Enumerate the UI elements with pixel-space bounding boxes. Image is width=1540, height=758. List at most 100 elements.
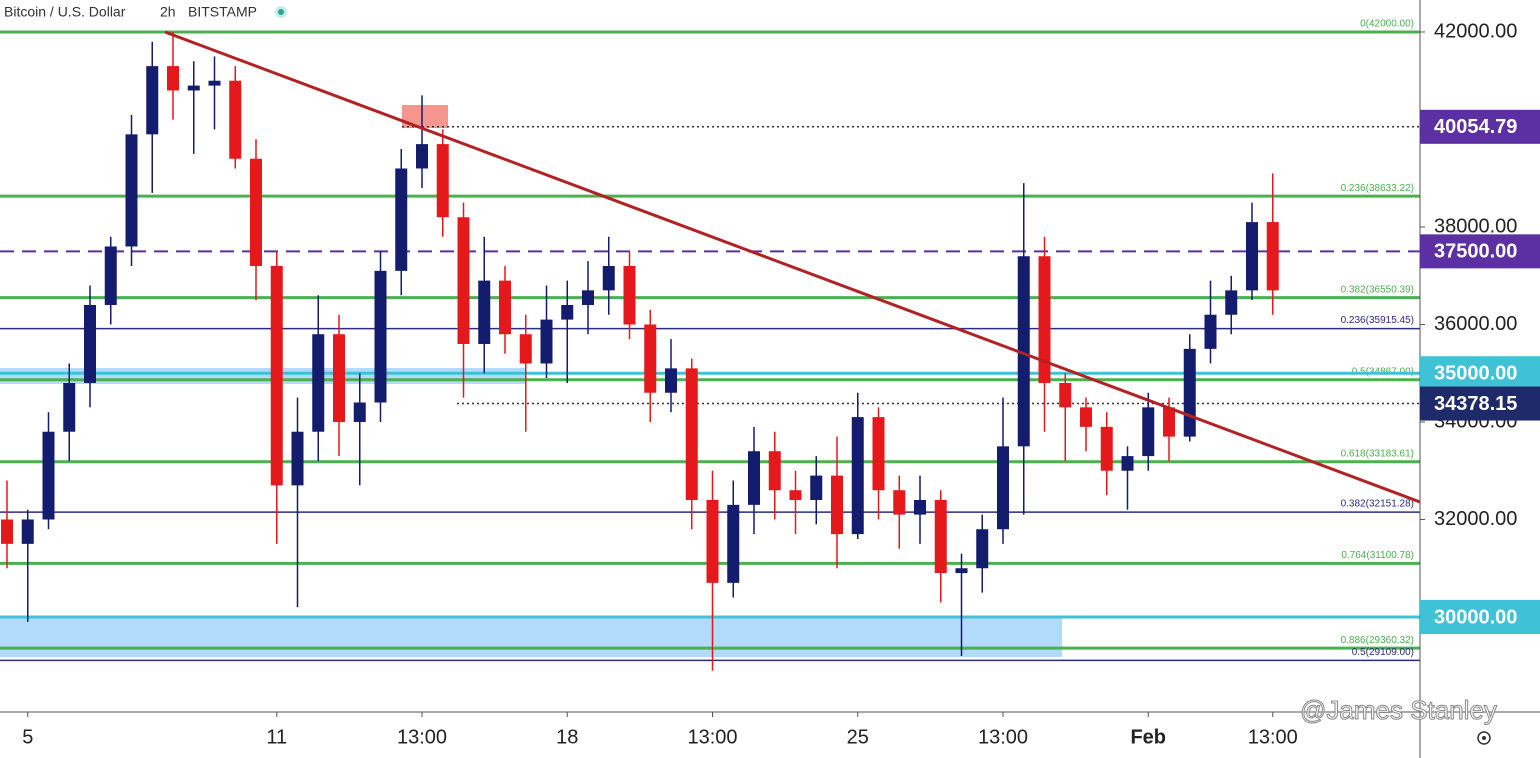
candles [1,31,1279,671]
resistance-box [402,105,448,128]
candle-body [1121,456,1134,471]
candle-body [353,402,366,422]
trend-line [164,30,1421,504]
price-badge [1420,356,1540,391]
settings-icon[interactable] [1477,731,1491,745]
candle-body [914,499,926,515]
candle-body [291,431,304,486]
candle-body [997,446,1009,530]
candle-body [1059,382,1072,408]
candle-body [104,246,117,305]
candle-body [478,280,491,344]
candle-body [623,265,636,325]
price-badge-label: 35000.00 [1434,363,1517,385]
candle-body [187,85,200,91]
x-tick-label: 13:00 [978,726,1028,748]
support-zone [0,368,525,384]
fib-label: 0(42000.00) [1360,19,1414,30]
candle-body [63,382,76,432]
candle-body [270,265,283,486]
interval: 2h [160,4,176,20]
candle-body [42,431,55,520]
candle-body [333,334,345,422]
candle-body [1246,222,1258,291]
gear[interactable] [1477,731,1491,745]
candle-body [748,451,760,505]
candle-body [1,519,13,544]
candle-body [851,417,864,535]
candle-body [374,270,387,403]
candle-body [1266,222,1279,291]
candle-body [250,158,262,266]
exchange: BITSTAMP [188,4,257,20]
candle-body [561,304,574,320]
fib-label: 0.236(35915.45) [1341,315,1414,326]
candle-body [810,475,823,500]
y-tick-label: 38000.00 [1434,215,1517,237]
candle-body [146,66,159,135]
candle-body [831,475,843,535]
candle-body [644,324,657,393]
gear-center[interactable] [1482,736,1486,740]
fib-label: 0.618(33183.61) [1341,448,1414,459]
candle-body [1080,407,1092,427]
candle-body [1100,426,1113,471]
candle-body [1163,407,1175,437]
price-badge-label: 40054.79 [1434,116,1517,138]
candle-body [395,168,408,271]
candle-body [208,80,221,86]
symbol: Bitcoin / U.S. Dollar [4,4,126,20]
candle-body [955,568,968,574]
candle-body [436,144,449,218]
status-dot [278,9,284,15]
price-badge [1420,109,1540,144]
price-badge-label: 37500.00 [1434,241,1517,263]
fib-label: 0.886(29360.32) [1341,635,1414,646]
candle-body [1183,348,1196,437]
candle-body [540,319,553,364]
fib-label: 0.236(38633.22) [1341,183,1414,194]
y-tick-label: 42000.00 [1434,20,1517,42]
price-badge [1420,599,1540,634]
candle-body [312,334,325,432]
x-tick-label: 11 [266,726,287,748]
price-badge [1420,234,1540,269]
candle-body [727,504,740,583]
x-tick-label: Feb [1130,726,1166,748]
candle-body [1225,290,1238,315]
watermark: @James Stanley [1300,695,1497,725]
candle-body [416,144,428,169]
candle-body [457,217,470,344]
x-tick-label: 18 [556,726,578,748]
candle-body [665,368,677,393]
fib-label: 0.764(31100.78) [1341,550,1414,561]
candle-body [789,490,802,500]
candle-body [976,529,989,569]
axes: 30000.0032000.0034000.0036000.0038000.00… [22,20,1540,748]
support-zone [0,617,1062,657]
candle-body [893,490,906,515]
candle-body [768,451,781,491]
candle-body [499,280,511,335]
candle-body [685,368,698,500]
x-tick-label: 5 [22,726,33,748]
candle-body [1017,256,1030,447]
candle-body [1142,407,1155,457]
candle-body [872,417,885,491]
candle-body [602,265,615,291]
fib-label: 0.5(29109.00) [1352,647,1414,658]
candle-body [519,334,532,364]
candle-body [934,499,947,574]
candle-body [582,290,594,305]
candle-body [167,66,179,91]
x-tick-label: 13:00 [1248,726,1298,748]
candle-body [1038,256,1051,383]
x-tick-label: 13:00 [687,726,737,748]
levels: 0(42000.00) 0.236(38633.22) 0.382(36550.39… [0,19,1420,662]
y-tick-label: 32000.00 [1434,508,1517,530]
price-badge-label: 34378.15 [1434,393,1517,415]
candle-body [21,519,34,544]
price-badge [1420,386,1540,421]
fib-label: 0.382(36550.39) [1341,284,1414,295]
